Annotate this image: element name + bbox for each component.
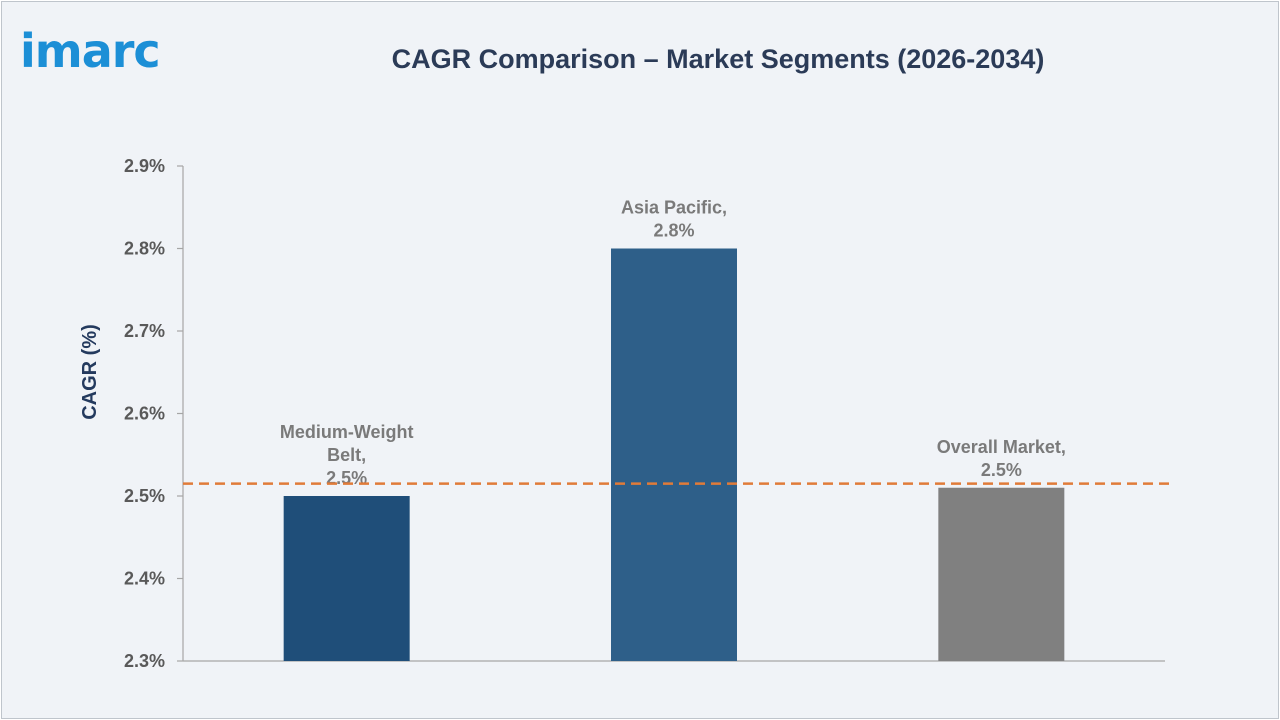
y-tick-label: 2.4% (124, 569, 165, 589)
data-label: Belt, (327, 445, 366, 465)
data-label: 2.8% (653, 221, 694, 241)
chart-title: CAGR Comparison – Market Segments (2026-… (391, 44, 1045, 74)
data-label: 2.5% (981, 460, 1022, 480)
y-tick-label: 2.7% (124, 321, 165, 341)
y-axis-label: CAGR (%) (79, 324, 101, 420)
data-label: 2.5% (326, 468, 367, 488)
y-tick-label: 2.8% (124, 239, 165, 259)
bar-2 (938, 487, 1065, 661)
data-label: Overall Market, (937, 437, 1066, 457)
data-label: Asia Pacific, (621, 198, 727, 218)
bar-0 (283, 496, 410, 661)
bar-1 (611, 248, 737, 661)
data-label: Medium-Weight (280, 422, 414, 442)
y-tick-label: 2.9% (124, 156, 165, 176)
y-tick-label: 2.6% (124, 404, 165, 424)
y-tick-label: 2.5% (124, 486, 165, 506)
imarc-logo: imarc (20, 24, 161, 78)
y-tick-label: 2.3% (124, 651, 165, 671)
